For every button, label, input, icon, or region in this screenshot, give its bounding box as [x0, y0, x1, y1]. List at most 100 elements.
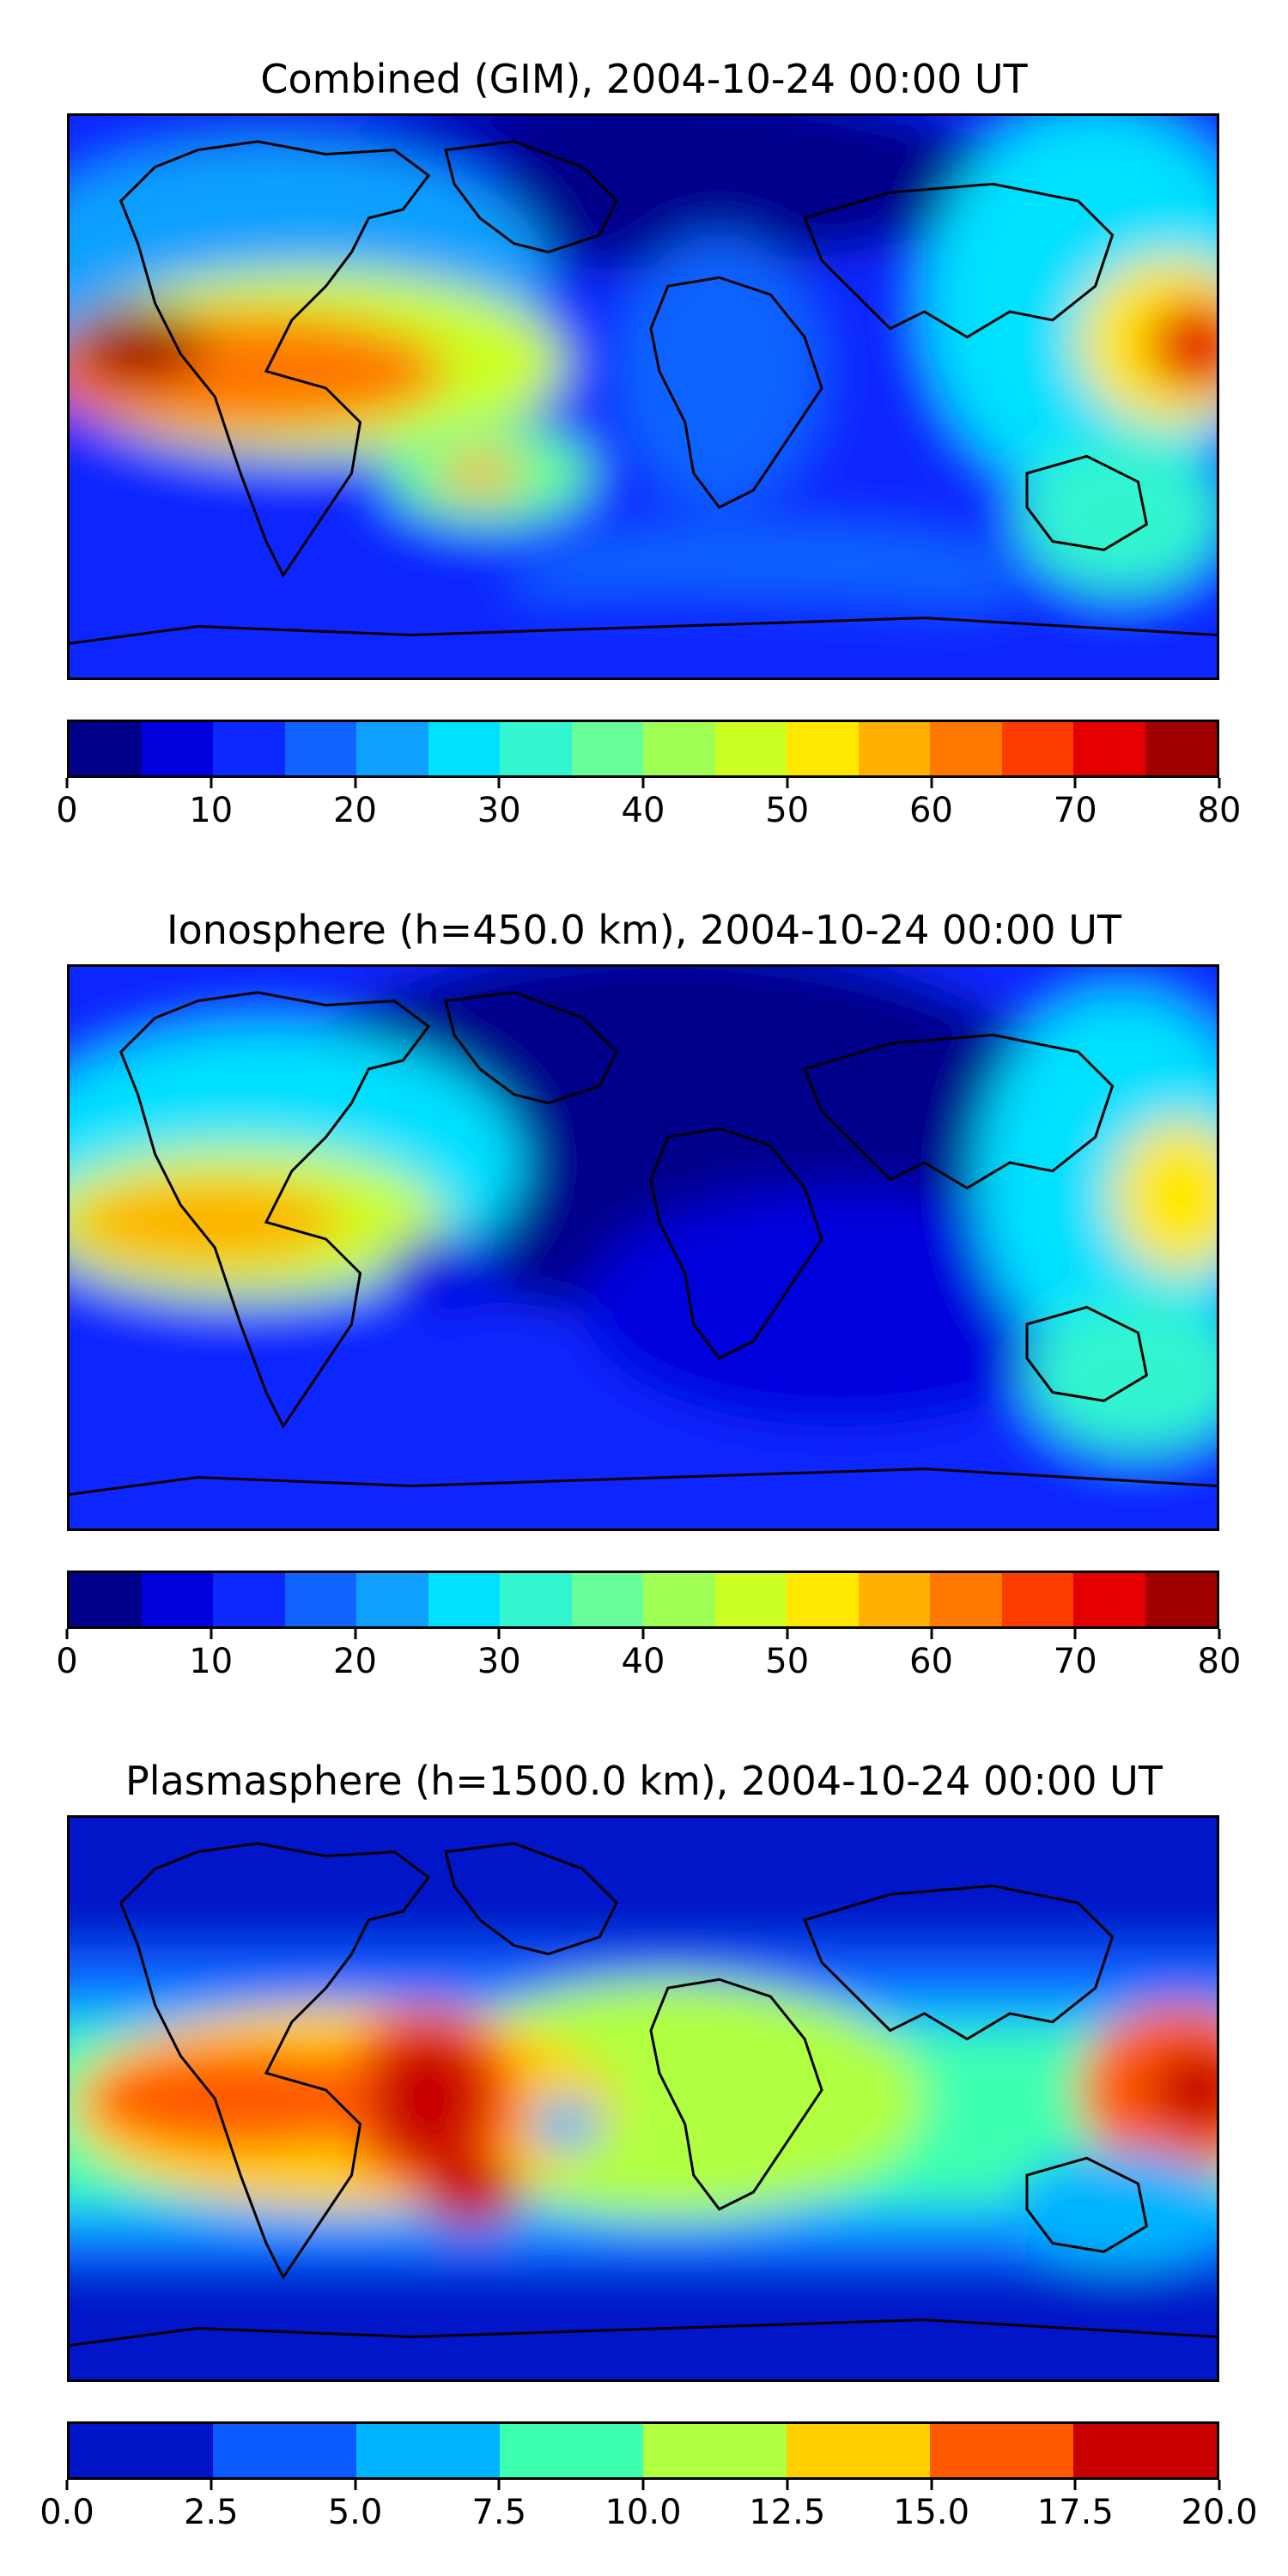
colorbar-tick-label: 0	[56, 791, 78, 830]
colorbar-tick-mark	[65, 1629, 69, 1639]
colorbar-tick-label: 7.5	[471, 2493, 527, 2532]
colorbar-tick-mark	[354, 1629, 356, 1639]
colorbar-tick-label: 10.0	[605, 2493, 682, 2532]
colorbar-tick-mark	[786, 2480, 789, 2490]
colorbar-tick-label: 40	[621, 791, 665, 830]
colorbar-segment	[643, 1573, 715, 1626]
colorbar-segment	[70, 2424, 213, 2477]
colorbar-segment	[213, 1573, 285, 1626]
combined-colorbar-ticks: 0 10 20 30 40 50 60 70 80	[56, 778, 1241, 830]
colorbar-segment	[284, 1573, 356, 1626]
colorbar-tick-mark	[641, 1629, 645, 1639]
plasmasphere-colorbar	[67, 2421, 1219, 2480]
colorbar-tick-label: 12.5	[749, 2493, 826, 2532]
colorbar-tick-mark	[497, 1629, 501, 1639]
colorbar-tick-label: 20	[333, 1642, 377, 1681]
colorbar-tick-label: 60	[909, 1642, 953, 1681]
colorbar-tick-mark	[930, 1629, 933, 1639]
colorbar-tick-label: 15.0	[892, 2493, 970, 2532]
colorbar-segment	[571, 722, 643, 775]
colorbar-segment	[141, 1573, 213, 1626]
colorbar-segment	[213, 722, 285, 775]
colorbar-tick-label: 0	[56, 1642, 78, 1681]
colorbar-segment	[500, 2424, 643, 2477]
colorbar-segment	[714, 1573, 787, 1626]
colorbar-tick-label: 5.0	[327, 2493, 383, 2532]
colorbar-tick-label: 40	[621, 1642, 665, 1681]
colorbar-tick-label: 80	[1197, 791, 1242, 830]
colorbar-segment	[500, 722, 572, 775]
colorbar-segment	[1145, 1573, 1217, 1626]
colorbar-tick-mark	[497, 2480, 501, 2490]
colorbar-segment	[70, 722, 142, 775]
colorbar-segment	[787, 2424, 930, 2477]
colorbar-segment	[356, 1573, 428, 1626]
colorbar-segment	[500, 1573, 572, 1626]
colorbar-tick-mark	[1218, 778, 1221, 788]
colorbar-segment	[213, 2424, 356, 2477]
colorbar-segment	[714, 722, 787, 775]
colorbar-tick-label: 50	[765, 1642, 810, 1681]
colorbar-segment	[428, 722, 500, 775]
colorbar-tick-label: 30	[477, 791, 521, 830]
colorbar-segment	[643, 2424, 787, 2477]
colorbar-tick-mark	[786, 778, 789, 788]
colorbar-segment	[1073, 2424, 1217, 2477]
colorbar-tick-label: 50	[765, 791, 810, 830]
colorbar-tick-mark	[354, 2480, 356, 2490]
colorbar-tick-mark	[641, 778, 645, 788]
colorbar-tick-mark	[930, 778, 933, 788]
colorbar-segment	[930, 1573, 1002, 1626]
plasmasphere-colorbar-ticks: 0.0 2.5 5.0 7.5 10.0 12.5 15.0 17.5 20.0	[39, 2480, 1258, 2532]
colorbar-segment	[428, 1573, 500, 1626]
colorbar-tick-label: 17.5	[1036, 2493, 1114, 2532]
panel-title: Combined (GIM), 2004-10-24 00:00 UT	[260, 56, 1028, 102]
combined-colorbar	[67, 720, 1219, 778]
colorbar-tick-mark	[1218, 2480, 1221, 2490]
colorbar-segment	[1001, 722, 1073, 775]
colorbar-segment	[141, 722, 213, 775]
colorbar-segment	[858, 1573, 930, 1626]
colorbar-tick-label: 30	[477, 1642, 521, 1681]
colorbar-tick-mark	[65, 778, 69, 788]
colorbar-tick-label: 10	[189, 1642, 234, 1681]
ionosphere-colorbar-ticks: 0 10 20 30 40 50 60 70 80	[56, 1629, 1241, 1681]
ionosphere-colorbar	[67, 1571, 1219, 1629]
colorbar-tick-mark	[210, 2480, 213, 2490]
colorbar-segment	[356, 2424, 500, 2477]
colorbar-segment	[787, 722, 859, 775]
colorbar-segment	[930, 2424, 1073, 2477]
colorbar-tick-label: 0.0	[39, 2493, 94, 2532]
colorbar-tick-label: 20	[333, 791, 377, 830]
panel-title: Plasmasphere (h=1500.0 km), 2004-10-24 0…	[125, 1758, 1163, 1804]
colorbar-tick-mark	[1073, 778, 1077, 788]
colorbar-segment	[70, 1573, 142, 1626]
colorbar-tick-mark	[1073, 2480, 1077, 2490]
colorbar-tick-label: 10	[189, 791, 234, 830]
colorbar-tick-mark	[786, 1629, 789, 1639]
colorbar-tick-mark	[497, 778, 501, 788]
combined-tec-map	[67, 113, 1219, 680]
colorbar-tick-label: 20.0	[1181, 2493, 1258, 2532]
colorbar-tick-mark	[930, 2480, 933, 2490]
colorbar-segment	[356, 722, 428, 775]
colorbar-segment	[858, 722, 930, 775]
colorbar-tick-label: 80	[1197, 1642, 1242, 1681]
colorbar-segment	[571, 1573, 643, 1626]
colorbar-segment	[643, 722, 715, 775]
colorbar-tick-mark	[354, 778, 356, 788]
colorbar-segment	[1145, 722, 1217, 775]
colorbar-tick-mark	[641, 2480, 645, 2490]
colorbar-segment	[1001, 1573, 1073, 1626]
colorbar-segment	[1073, 1573, 1145, 1626]
colorbar-tick-mark	[65, 2480, 69, 2490]
plasmasphere-tec-map	[67, 1815, 1219, 2382]
ionosphere-tec-map	[67, 964, 1219, 1531]
colorbar-tick-label: 70	[1053, 1642, 1097, 1681]
colorbar-tick-mark	[1218, 1629, 1221, 1639]
colorbar-tick-label: 2.5	[183, 2493, 239, 2532]
colorbar-segment	[284, 722, 356, 775]
colorbar-tick-mark	[1073, 1629, 1077, 1639]
panel-title: Ionosphere (h=450.0 km), 2004-10-24 00:0…	[167, 907, 1121, 953]
colorbar-tick-mark	[210, 778, 213, 788]
